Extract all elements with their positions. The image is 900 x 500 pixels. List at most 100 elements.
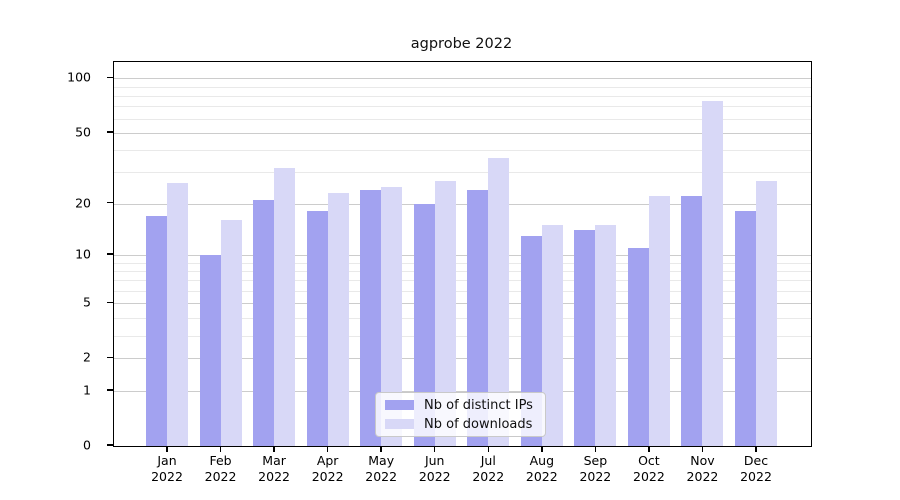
x-tick-month: Nov: [690, 453, 715, 468]
plot-area: [113, 61, 812, 447]
x-tick-year: 2022: [579, 468, 612, 484]
y-tick-mark-1: [107, 389, 113, 391]
bar-downloads-oct: [648, 196, 670, 446]
x-tick-mark-may: [380, 446, 382, 452]
x-axis-tick-label-aug: Aug 2022: [512, 453, 572, 484]
bar-downloads-aug: [541, 225, 563, 446]
x-axis-tick-label-jun: Jun 2022: [405, 453, 465, 484]
x-tick-mark-feb: [219, 446, 222, 452]
y-tick-mark-10: [107, 253, 113, 255]
gridline-minor-30: [114, 172, 811, 174]
x-tick-month: Aug: [529, 453, 555, 468]
bar-distinct-ips-oct: [627, 248, 649, 446]
y-axis-tick-label-100: 100: [67, 69, 91, 85]
gridline-minor-6: [114, 291, 811, 292]
y-tick-mark-100: [107, 76, 113, 79]
x-tick-mark-mar: [273, 446, 275, 452]
bar-downloads-apr: [327, 192, 349, 446]
x-axis-tick-label-feb: Feb 2022: [191, 453, 251, 484]
bar-distinct-ips-sep: [574, 230, 596, 446]
y-axis-tick-label-10: 10: [75, 246, 91, 262]
bar-downloads-feb: [220, 220, 242, 446]
legend: Nb of distinct IPs Nb of downloads: [375, 392, 546, 437]
x-tick-year: 2022: [472, 468, 505, 484]
gridline-major-100: [114, 78, 811, 80]
x-tick-year: 2022: [365, 468, 398, 484]
x-tick-mark-jul: [487, 446, 490, 452]
legend-swatch-distinct-ips: [385, 400, 414, 410]
legend-label-distinct-ips: Nb of distinct IPs: [424, 397, 533, 413]
gridline-minor-80: [114, 95, 811, 97]
gridline-major-5: [114, 303, 811, 305]
gridline-major-2: [114, 358, 811, 360]
gridline-minor-4: [114, 317, 811, 319]
bar-downloads-sep: [595, 225, 617, 446]
y-tick-mark-2: [107, 356, 113, 359]
x-axis-tick-label-mar: Mar 2022: [244, 453, 304, 484]
gridline-minor-3: [114, 335, 811, 337]
x-tick-month: Feb: [209, 453, 232, 468]
x-tick-mark-dec: [755, 446, 757, 452]
gridline-minor-60: [114, 118, 811, 120]
x-axis-tick-label-jan: Jan 2022: [137, 453, 197, 484]
x-axis-tick-label-sep: Sep 2022: [565, 453, 625, 484]
bar-downloads-jul: [488, 158, 510, 446]
x-tick-mark-oct: [648, 446, 650, 452]
x-tick-year: 2022: [418, 468, 451, 484]
x-axis-tick-label-may: May 2022: [351, 453, 411, 484]
x-axis-tick-label-nov: Nov 2022: [672, 453, 732, 484]
bar-distinct-ips-apr: [306, 211, 328, 446]
x-tick-mark-jan: [166, 446, 168, 452]
bar-downloads-jun: [434, 180, 456, 446]
x-tick-mark-aug: [541, 446, 543, 452]
x-tick-month: Dec: [743, 453, 769, 468]
bar-distinct-ips-jul: [467, 189, 489, 446]
gridline-major-50: [114, 132, 811, 134]
gridline-minor-7: [114, 280, 811, 282]
x-axis-tick-label-dec: Dec 2022: [726, 453, 786, 484]
x-tick-month: Jun: [424, 453, 445, 468]
x-tick-month: Apr: [316, 453, 339, 468]
x-tick-month: Mar: [262, 453, 286, 468]
x-tick-year: 2022: [633, 468, 665, 484]
legend-label-downloads: Nb of downloads: [424, 416, 533, 432]
y-axis-tick-label-50: 50: [75, 124, 91, 140]
x-tick-month: Sep: [583, 453, 608, 468]
x-axis-tick-label-apr: Apr 2022: [298, 453, 358, 484]
legend-swatch-downloads: [385, 419, 414, 429]
bar-downloads-nov: [702, 101, 724, 446]
x-tick-month: Oct: [638, 453, 660, 468]
bar-distinct-ips-may: [360, 189, 382, 446]
bar-downloads-may: [381, 186, 403, 446]
x-tick-year: 2022: [258, 468, 290, 484]
x-tick-mark-sep: [594, 446, 597, 452]
y-axis-tick-label-20: 20: [75, 195, 91, 210]
y-axis-tick-label-1: 1: [83, 382, 91, 398]
x-tick-mark-jun: [433, 446, 436, 452]
gridline-major-1: [114, 390, 811, 392]
y-tick-mark-0: [107, 444, 113, 446]
x-tick-mark-nov: [701, 446, 704, 452]
legend-row-downloads: Nb of downloads: [385, 417, 545, 432]
gridline-minor-70: [114, 106, 811, 108]
x-tick-year: 2022: [525, 468, 558, 484]
legend-row-distinct-ips: Nb of distinct IPs: [385, 398, 545, 413]
x-tick-year: 2022: [204, 468, 237, 484]
x-tick-year: 2022: [740, 468, 772, 484]
y-axis-tick-label-2: 2: [83, 349, 91, 365]
x-axis-tick-label-oct: Oct 2022: [619, 453, 679, 484]
bar-distinct-ips-mar: [253, 199, 275, 446]
y-tick-mark-5: [107, 301, 113, 304]
bar-downloads-jan: [167, 183, 188, 446]
bar-distinct-ips-feb: [199, 255, 221, 446]
bar-downloads-mar: [274, 167, 296, 446]
x-axis-tick-label-jul: Jul 2022: [458, 453, 518, 484]
y-axis-tick-label-5: 5: [83, 294, 91, 310]
x-tick-year: 2022: [151, 468, 183, 484]
x-tick-year: 2022: [311, 468, 344, 484]
gridline-major-10: [114, 255, 811, 256]
bar-distinct-ips-jan: [146, 215, 167, 446]
bar-distinct-ips-nov: [681, 196, 703, 446]
x-tick-mark-apr: [326, 446, 329, 452]
